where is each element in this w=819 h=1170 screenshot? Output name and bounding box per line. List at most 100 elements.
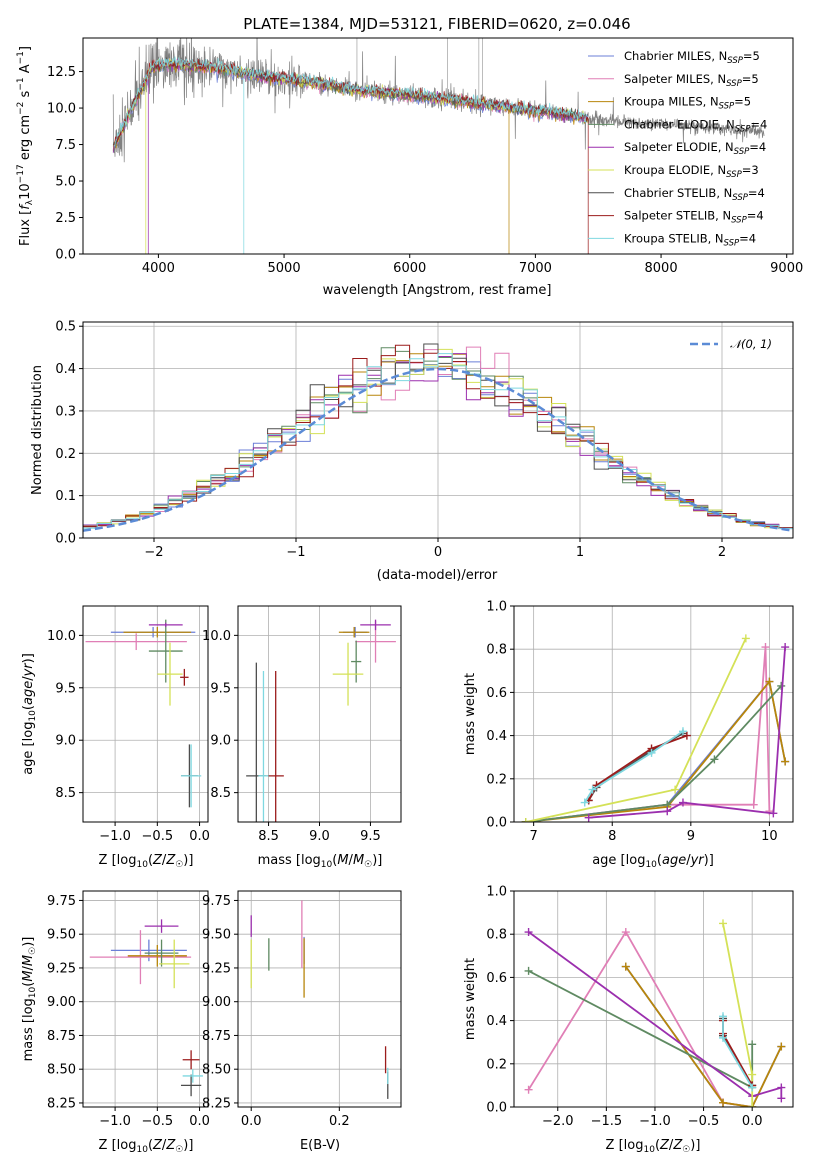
- x-tick-label: 0.0: [189, 1114, 210, 1129]
- weight-marker: [781, 643, 790, 652]
- x-tick-label: −1.0: [99, 1114, 131, 1129]
- weightage-xlabel: age [log10(age/yr)]: [592, 853, 714, 870]
- weight-marker: [748, 1083, 757, 1092]
- weightage-ylabel: mass weight: [463, 673, 478, 755]
- x-tick-label: 9.0: [309, 829, 330, 844]
- y-tick-label: 0.0: [55, 532, 76, 547]
- legend-label: Salpeter STELIB, NSSP=4: [624, 209, 764, 226]
- errorbar-point: [89, 930, 192, 985]
- y-tick-label: 1.0: [486, 885, 507, 900]
- weight-marker: [719, 1033, 728, 1042]
- axes-massweight-vs-Z: −2.0 −1.5 −1.0 −0.5 0.0 0.0 0.2 0.4 0.6 0.8 1.0: [486, 885, 794, 1129]
- weight-marker: [769, 809, 778, 818]
- x-tick-label: 9000: [770, 261, 803, 276]
- y-tick-label: 0.8: [486, 928, 507, 943]
- residual-histogram-8: [83, 353, 793, 529]
- frame-spectrum: 4000 5000 6000 7000 8000 9000 0.0 2.5 5.0 7.5 10.0…: [47, 37, 803, 276]
- x-tick-label: −1: [286, 545, 305, 560]
- weight-marker: [588, 785, 597, 794]
- errorbar-point: [159, 939, 190, 989]
- weight-marker: [749, 800, 758, 809]
- x-tick-label: 7000: [519, 261, 552, 276]
- normal-curve: [83, 367, 793, 532]
- y-tick-label: 0.4: [486, 1014, 507, 1029]
- x-tick-label: 8: [608, 829, 616, 844]
- frame-massweight-vs-age: 7 8 9 10 0.0 0.2 0.4 0.6 0.8 1.0: [486, 600, 794, 844]
- errorbar-point: [148, 622, 183, 627]
- x-tick-label: −1.0: [99, 829, 131, 844]
- legend-label: Salpeter MILES, NSSP=5: [624, 72, 759, 89]
- y-tick-label: 12.5: [47, 65, 76, 80]
- weight-marker: [748, 1070, 757, 1079]
- weight-marker: [719, 1098, 728, 1107]
- y-tick-label: 0.0: [486, 1101, 507, 1116]
- y-tick-label: 0.3: [55, 404, 76, 419]
- weight-marker: [584, 813, 593, 822]
- y-tick-label: 9.75: [202, 894, 231, 909]
- y-tick-label: 0.2: [55, 447, 76, 462]
- weight-marker: [678, 727, 687, 736]
- weight-line-0: [525, 679, 786, 822]
- y-tick-label: 0.4: [486, 729, 507, 744]
- x-tick-label: 9: [687, 829, 695, 844]
- massz-ylabel: mass [log10(M/M☉)]: [21, 937, 38, 1062]
- y-tick-label: 10.0: [202, 629, 231, 644]
- errorbar-point: [148, 619, 183, 683]
- errorbar-point: [85, 633, 187, 651]
- x-tick-label: −0.5: [142, 1114, 174, 1129]
- legend-label: Salpeter ELODIE, NSSP=4: [624, 140, 766, 157]
- y-tick-label: 0.4: [55, 362, 76, 377]
- x-tick-label: −0.5: [688, 1114, 720, 1129]
- frame-mass-vs-Z: −1.0 −0.5 0.0 8.25 8.50 8.75 9.00 9.25 9.50 9.75: [47, 890, 210, 1129]
- axes-spectrum: 4000 5000 6000 7000 8000 9000 0.0 2.5 5.0 7.5 10.0…: [47, 37, 803, 276]
- y-tick-label: 9.25: [202, 961, 231, 976]
- agemass-xlabel: mass [log10(M/M☉)]: [258, 853, 383, 870]
- spectrum-legend: Chabrier MILES, NSSP=5 Salpeter MILES, NS…: [588, 49, 767, 248]
- y-tick-label: 8.5: [55, 786, 76, 801]
- weight-marker: [777, 1083, 786, 1092]
- y-tick-label: 9.5: [55, 681, 76, 696]
- x-tick-label: 0.0: [189, 829, 210, 844]
- weightz-ylabel: mass weight: [463, 958, 478, 1040]
- weight-line-5: [525, 638, 747, 822]
- errorbar-point: [267, 671, 284, 822]
- errorbar-point: [123, 626, 192, 638]
- y-tick-label: 9.50: [202, 928, 231, 943]
- x-tick-label: 6000: [393, 261, 426, 276]
- plot-area-spectrum: [112, 38, 765, 254]
- plot-area-mass-vs-Z: [89, 919, 203, 1097]
- hist-xlabel: (data-model)/error: [377, 568, 498, 583]
- axes-residuals: −2 −1 0 1 2 0.0 0.1 0.2 0.3 0.4 0.5: [55, 320, 794, 560]
- x-tick-label: 10: [761, 829, 778, 844]
- frame-age-vs-Z: −1.0 −0.5 0.0 8.5 9.0 9.5 10.0: [47, 605, 210, 844]
- y-tick-label: 9.0: [210, 734, 231, 749]
- axes-frame: [82, 890, 209, 1108]
- weight-marker: [777, 1094, 786, 1103]
- legend-label: Chabrier ELODIE, NSSP=4: [624, 117, 767, 134]
- weight-marker: [524, 928, 533, 937]
- weight-marker: [682, 731, 691, 740]
- spectrum-ylabel: Flux [fλ10−17 erg cm−2 s−1 A−1]: [16, 46, 35, 246]
- hist-legend-label: 𝒩(0, 1): [730, 337, 772, 351]
- weight-line-4: [528, 931, 783, 1099]
- x-tick-label: −1.0: [639, 1114, 671, 1129]
- weight-line-1: [527, 930, 753, 1107]
- x-tick-label: −1.5: [591, 1114, 623, 1129]
- axes-frame: [237, 890, 402, 1108]
- errorbar-point: [157, 642, 183, 706]
- weight-marker: [524, 1085, 533, 1094]
- y-tick-label: 1.0: [486, 600, 507, 615]
- weight-marker: [621, 962, 630, 971]
- agez-xlabel: Z [log10(Z/Z☉)]: [99, 853, 194, 870]
- errorbar-point: [182, 1050, 200, 1070]
- figure-title: PLATE=1384, MJD=53121, FIBERID=0620, z=0…: [243, 15, 630, 33]
- legend-label: Chabrier MILES, NSSP=5: [624, 49, 760, 66]
- plot-area-age-vs-mass: [246, 619, 396, 822]
- x-tick-label: −2: [144, 545, 163, 560]
- legend-label: Chabrier STELIB, NSSP=4: [624, 186, 765, 203]
- legend-label: Kroupa STELIB, NSSP=4: [624, 231, 756, 248]
- errorbar-point: [258, 671, 269, 822]
- model-spectrum-7: [112, 58, 589, 254]
- axes-mass-vs-Z: −1.0 −0.5 0.0 8.25 8.50 8.75 9.00 9.25 9.50 9.75: [47, 890, 210, 1129]
- y-tick-label: 0.2: [486, 1057, 507, 1072]
